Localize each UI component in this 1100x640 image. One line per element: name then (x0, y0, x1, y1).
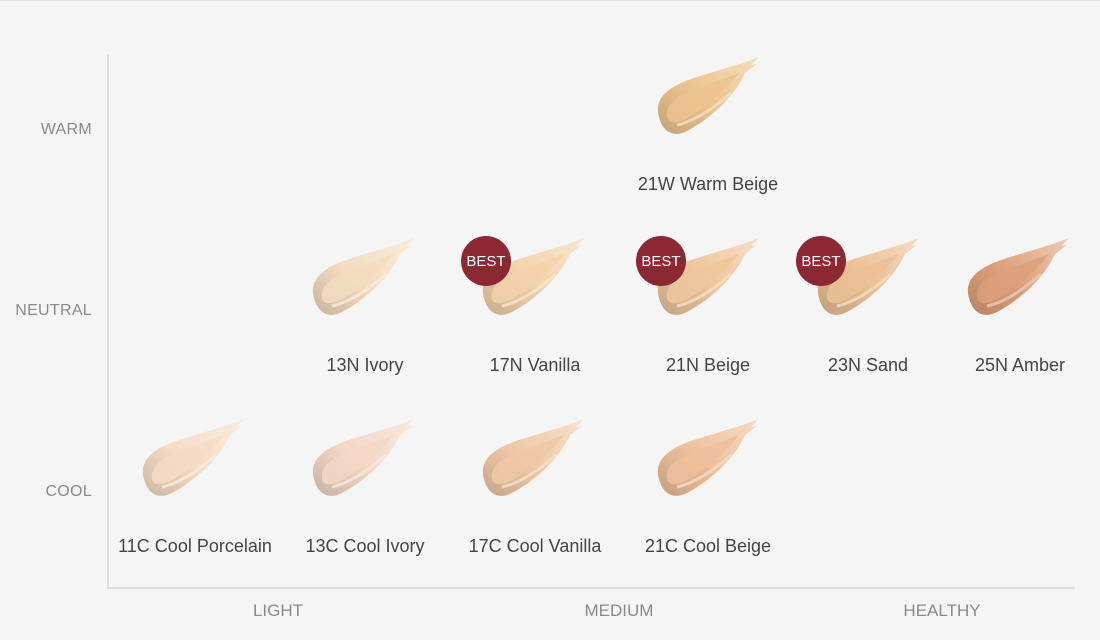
shade-name: 21N Beige (665, 355, 751, 375)
swatch-smear (817, 238, 919, 315)
shade-name: 13C Cool Ivory (305, 536, 425, 556)
shade-name: 25N Amber (974, 355, 1066, 375)
y-axis-line (107, 54, 109, 589)
swatch-smear (312, 419, 414, 496)
y-label-cool: COOL (45, 483, 92, 500)
y-label-neutral: NEUTRAL (15, 302, 92, 319)
shade-name: 21W Warm Beige (637, 174, 779, 194)
shade-name: 13N Ivory (326, 355, 404, 375)
shade-name: 17C Cool Vanilla (468, 536, 602, 556)
x-label-healthy: HEALTHY (903, 601, 981, 620)
top-border (0, 0, 1100, 1)
best-badge: BEST (796, 236, 846, 286)
best-badge: BEST (461, 236, 511, 286)
swatch-smear (312, 238, 414, 315)
swatch-smear (657, 238, 759, 315)
swatch-smear (657, 419, 759, 496)
x-label-medium: MEDIUM (584, 601, 654, 620)
y-label-warm: WARM (40, 121, 92, 138)
swatch-smear (657, 57, 759, 134)
swatch-smear (482, 419, 584, 496)
x-axis-line (107, 587, 1075, 589)
best-badge: BEST (636, 236, 686, 286)
swatch-smear (482, 238, 584, 315)
shade-name: 17N Vanilla (489, 355, 581, 375)
x-label-light: LIGHT (252, 601, 304, 620)
shade-name: 21C Cool Beige (644, 536, 772, 556)
shade-name: 11C Cool Porcelain (118, 536, 272, 556)
shade-name: 23N Sand (827, 355, 909, 375)
swatch-smear (967, 238, 1069, 315)
swatch-smear (142, 419, 244, 496)
